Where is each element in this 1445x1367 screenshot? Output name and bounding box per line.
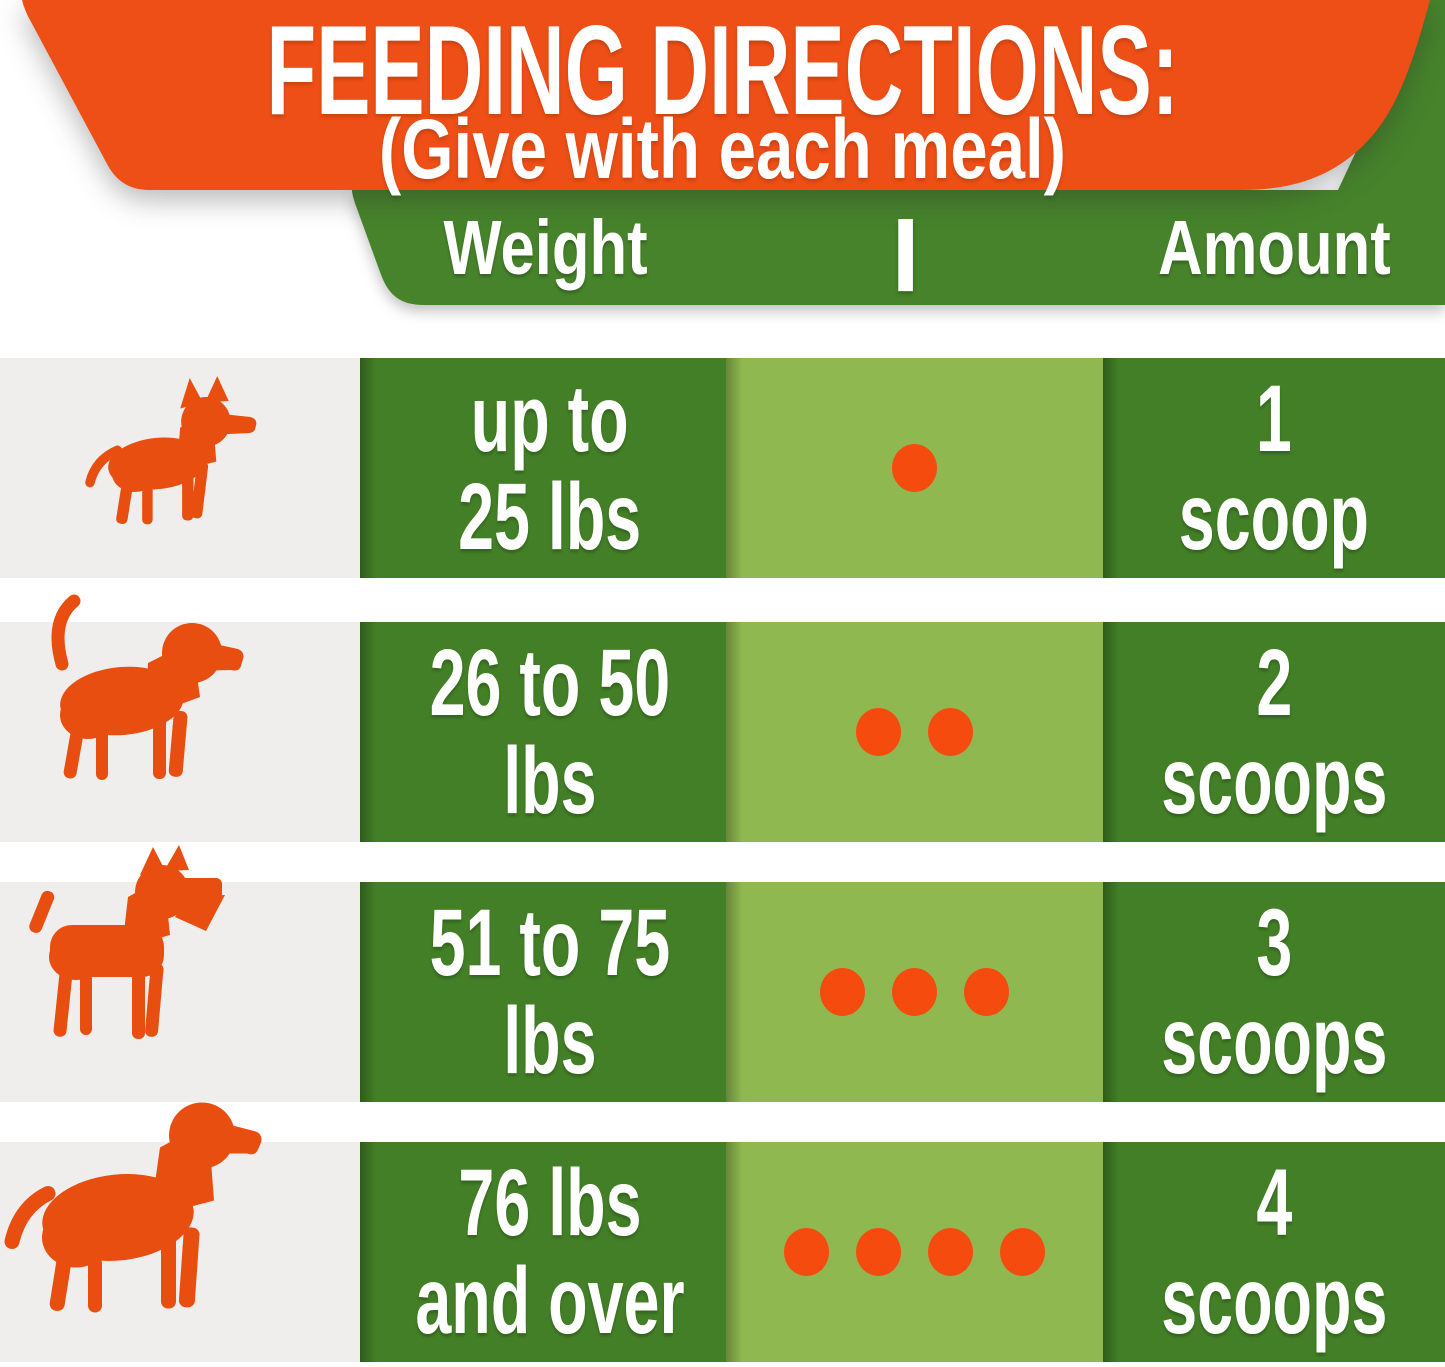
scoop-dots-cell xyxy=(726,622,1103,842)
green-subheader-banner xyxy=(352,0,1445,305)
page-subtitle-text: (Give with each meal) xyxy=(378,102,1067,196)
page-title: FEEDING DIRECTIONS: xyxy=(0,0,1445,141)
column-header-amount: Amount xyxy=(1157,204,1391,291)
page-subtitle: (Give with each meal) xyxy=(0,102,1445,196)
page-title-text: FEEDING DIRECTIONS: xyxy=(266,0,1179,141)
table-row: 76 lbs and over 4 scoops xyxy=(0,1102,1445,1362)
scoop-dot xyxy=(856,708,901,756)
weight-cell: 76 lbs and over xyxy=(360,1142,726,1362)
column-header-weight: Weight xyxy=(443,204,649,291)
table-row: up to 25 lbs 1 scoop xyxy=(0,358,1445,578)
weight-cell: 26 to 50 lbs xyxy=(360,622,726,842)
dog-image-cell xyxy=(0,358,360,578)
scoop-dot xyxy=(892,968,937,1016)
scoop-dots-cell xyxy=(726,1142,1103,1362)
scoop-dot xyxy=(928,708,973,756)
dog-image-cell xyxy=(0,1102,360,1362)
dog-image-cell xyxy=(0,594,360,842)
weight-value: 26 to 50 lbs xyxy=(429,630,671,834)
scoop-dots xyxy=(726,358,1103,578)
scoop-dot xyxy=(964,968,1009,1016)
amount-value: 3 scoops xyxy=(1160,890,1388,1094)
weight-value: 51 to 75 lbs xyxy=(429,890,671,1094)
scoop-dots xyxy=(726,882,1103,1102)
scoop-dots xyxy=(726,1142,1103,1362)
header-banner-graphic xyxy=(22,0,1445,305)
amount-value: 4 scoops xyxy=(1160,1150,1388,1354)
weight-value: up to 25 lbs xyxy=(458,366,642,570)
small-dog-icon xyxy=(85,376,257,525)
extra-large-dog-icon xyxy=(4,1102,262,1313)
scoop-dot xyxy=(1000,1228,1045,1276)
dog-image-cell xyxy=(0,845,360,1102)
scoop-dots-cell xyxy=(726,882,1103,1102)
scoop-dots-cell xyxy=(726,358,1103,578)
scoop-dot xyxy=(892,444,937,492)
medium-dog-icon xyxy=(51,594,244,780)
weight-cell: up to 25 lbs xyxy=(360,358,726,578)
weight-cell: 51 to 75 lbs xyxy=(360,882,726,1102)
orange-title-banner xyxy=(22,0,1430,190)
table-row: 51 to 75 lbs 3 scoops xyxy=(0,845,1445,1102)
amount-cell: 2 scoops xyxy=(1103,622,1445,842)
weight-value: 76 lbs and over xyxy=(415,1150,685,1354)
large-dog-icon xyxy=(29,845,225,1039)
column-divider: | xyxy=(890,205,922,291)
scoop-dot xyxy=(928,1228,973,1276)
scoop-dot xyxy=(856,1228,901,1276)
table-row: 26 to 50 lbs 2 scoops xyxy=(0,594,1445,842)
scoop-dot xyxy=(784,1228,829,1276)
amount-value: 1 scoop xyxy=(1178,366,1370,570)
scoop-dot xyxy=(820,968,865,1016)
amount-cell: 3 scoops xyxy=(1103,882,1445,1102)
amount-value: 2 scoops xyxy=(1160,630,1388,834)
amount-cell: 4 scoops xyxy=(1103,1142,1445,1362)
scoop-dots xyxy=(726,622,1103,842)
amount-cell: 1 scoop xyxy=(1103,358,1445,578)
